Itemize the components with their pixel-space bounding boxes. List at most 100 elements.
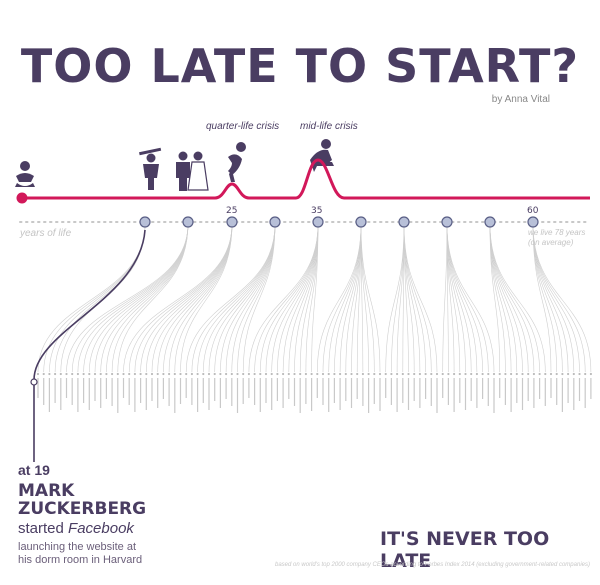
ceo-name-placeholder bbox=[459, 378, 461, 403]
ceo-end-dot bbox=[168, 372, 171, 376]
age-markers bbox=[139, 216, 539, 228]
axis-label: years of life bbox=[20, 228, 72, 239]
ceo-name-placeholder bbox=[510, 378, 512, 412]
ceo-name-placeholder bbox=[544, 378, 546, 406]
ceo-end-dot bbox=[105, 372, 108, 376]
ceo-end-dot bbox=[390, 372, 393, 376]
ceo-name-placeholder bbox=[373, 378, 375, 404]
fan-line bbox=[489, 223, 546, 373]
page-title: TOO LATE TO START? bbox=[20, 39, 580, 93]
ceo-name-placeholder bbox=[276, 378, 278, 401]
fan-line bbox=[117, 223, 189, 373]
ceo-end-dot bbox=[264, 372, 268, 376]
fan-line bbox=[111, 223, 189, 373]
ceo-end-dot bbox=[156, 372, 159, 376]
ceo-name-placeholder bbox=[117, 378, 119, 413]
ceo-end-dot bbox=[361, 372, 364, 376]
ceo-name-placeholder bbox=[299, 378, 301, 413]
fan-line bbox=[277, 223, 319, 373]
ceo-name-placeholder bbox=[83, 378, 85, 403]
age-marker-dot bbox=[527, 216, 539, 228]
ceo-end-dot bbox=[116, 372, 119, 376]
birth-marker bbox=[16, 192, 28, 204]
tick-35: 35 bbox=[311, 206, 323, 216]
ceo-end-dot bbox=[538, 372, 541, 376]
fan-line bbox=[146, 223, 233, 373]
ceo-name-placeholder bbox=[527, 378, 529, 401]
ceo-name-labels bbox=[37, 378, 592, 413]
ceo-name-placeholder bbox=[430, 378, 432, 406]
ceo-end-dot bbox=[424, 372, 427, 376]
ceo-end-dot bbox=[282, 372, 285, 376]
fan-line bbox=[271, 223, 319, 373]
ceo-name-placeholder bbox=[436, 378, 438, 413]
ceo-end-dot bbox=[384, 372, 387, 376]
ceo-end-dot bbox=[179, 372, 182, 376]
age-marker-dot bbox=[484, 216, 496, 228]
ceo-end-dot bbox=[584, 372, 587, 376]
ceo-name-placeholder bbox=[128, 378, 130, 405]
closing-headline: IT'S NEVER TOO LATE bbox=[380, 528, 550, 572]
ceo-name-placeholder bbox=[556, 378, 558, 405]
ceo-end-dot bbox=[76, 372, 79, 376]
zuckerberg-connector bbox=[33, 229, 146, 462]
fan-line bbox=[403, 223, 415, 373]
fan-line bbox=[254, 223, 319, 373]
fan-line bbox=[403, 223, 438, 373]
fan-line bbox=[532, 223, 592, 373]
ceo-name-placeholder bbox=[516, 378, 518, 403]
fan-line bbox=[100, 223, 189, 373]
ceo-end-dot bbox=[527, 372, 530, 376]
ceo-end-dot bbox=[367, 372, 370, 376]
fan-line bbox=[128, 223, 233, 373]
ceo-name-placeholder bbox=[65, 378, 68, 398]
ceo-name-placeholder bbox=[100, 378, 102, 408]
ceo-name-placeholder bbox=[48, 378, 50, 412]
fan-line bbox=[157, 223, 233, 373]
ceo-name-placeholder bbox=[499, 378, 501, 398]
ceo-name-placeholder bbox=[407, 378, 410, 410]
ceo-end-dot bbox=[521, 372, 524, 376]
age-marker-dot bbox=[226, 216, 238, 228]
ceo-name-placeholder bbox=[214, 378, 216, 401]
ceo-name-placeholder bbox=[145, 378, 147, 410]
quarter-life-crisis-label: quarter-life crisis bbox=[206, 121, 280, 132]
ceo-end-dot bbox=[435, 372, 439, 376]
ceo-end-dot bbox=[299, 372, 302, 376]
ceo-end-dot bbox=[310, 372, 313, 376]
ceo-name-placeholder bbox=[254, 378, 256, 405]
fan-line bbox=[446, 223, 495, 373]
callout-name-last: ZUCKERBERG bbox=[18, 499, 147, 519]
ceo-end-dot bbox=[396, 372, 399, 376]
ceo-name-placeholder bbox=[88, 378, 90, 410]
ceo-end-dot bbox=[111, 372, 114, 376]
age-marker-dot bbox=[398, 216, 410, 228]
ceo-name-placeholder bbox=[122, 378, 125, 398]
ceo-name-placeholder bbox=[71, 378, 73, 405]
ceo-name-placeholder bbox=[442, 378, 444, 398]
ceo-end-dot bbox=[350, 372, 353, 376]
fan-line bbox=[237, 223, 276, 373]
age-marker-dot bbox=[355, 216, 367, 228]
ceo-name-placeholder bbox=[168, 378, 170, 406]
callout-detail-2: his dorm room in Harvard bbox=[18, 554, 143, 566]
fan-line bbox=[242, 223, 276, 373]
ceo-name-placeholder bbox=[339, 378, 341, 410]
ceo-end-dot bbox=[401, 372, 404, 376]
fan-line bbox=[322, 223, 362, 373]
ceo-end-dot bbox=[88, 372, 91, 376]
ceo-end-dot bbox=[71, 372, 74, 376]
ceo-end-dot bbox=[555, 372, 558, 376]
ceo-end-dot bbox=[339, 372, 342, 376]
ceo-name-placeholder bbox=[482, 378, 484, 399]
ceo-end-dot bbox=[316, 372, 319, 376]
ceo-name-placeholder bbox=[356, 378, 358, 399]
fan-line bbox=[185, 223, 276, 373]
ceo-end-dot bbox=[213, 372, 216, 376]
ceo-end-dot bbox=[549, 372, 553, 376]
ceo-end-dot bbox=[344, 372, 347, 376]
ceo-end-dot bbox=[458, 372, 461, 376]
ceo-end-dot bbox=[561, 372, 564, 376]
ceo-end-dot bbox=[42, 372, 45, 376]
